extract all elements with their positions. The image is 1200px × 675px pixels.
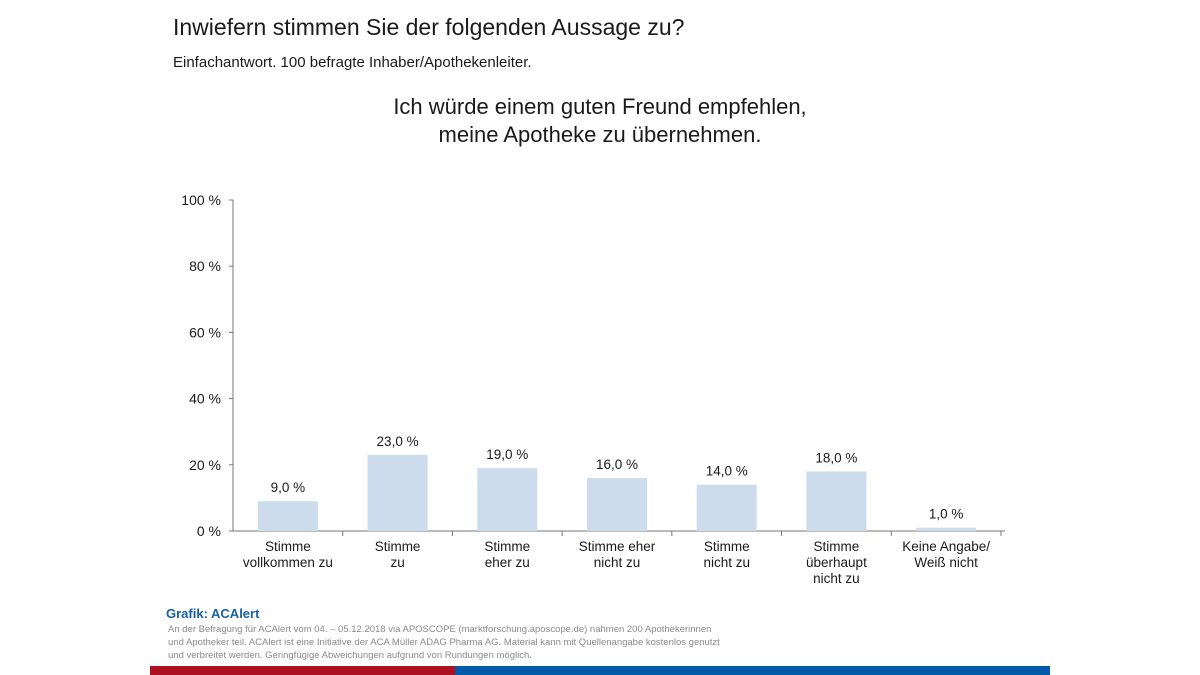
y-tick-label: 40 % bbox=[189, 391, 221, 407]
source-label: Grafik: ACAlert bbox=[166, 606, 260, 621]
page-subtitle: Einfachantwort. 100 befragte Inhaber/Apo… bbox=[173, 54, 532, 71]
bar bbox=[257, 501, 318, 531]
bar bbox=[916, 527, 977, 531]
bar bbox=[367, 454, 428, 531]
chart-title-line: meine Apotheke zu übernehmen. bbox=[438, 122, 762, 147]
x-tick-label: Stimme bbox=[265, 539, 311, 554]
data-label: 23,0 % bbox=[377, 434, 419, 449]
footnote: An der Befragung für ACAlert vom 04. – 0… bbox=[168, 624, 720, 661]
y-tick-label: 60 % bbox=[189, 324, 221, 340]
x-tick-label: vollkommen zu bbox=[243, 555, 333, 570]
x-tick-label: nicht zu bbox=[703, 555, 750, 570]
x-tick-label: überhaupt bbox=[806, 555, 867, 570]
x-tick-label: nicht zu bbox=[594, 555, 641, 570]
chart-title: Ich würde einem guten Freund empfehlen, … bbox=[300, 93, 900, 149]
y-tick-label: 80 % bbox=[189, 258, 221, 274]
x-tick-label: Stimme bbox=[484, 539, 530, 554]
x-tick-label: Stimme eher bbox=[579, 539, 656, 554]
page-title: Inwiefern stimmen Sie der folgenden Auss… bbox=[173, 14, 685, 40]
footer-red-stripe bbox=[150, 666, 455, 675]
x-tick-label: Keine Angabe/ bbox=[902, 539, 990, 554]
x-tick-label: Stimme bbox=[375, 539, 421, 554]
bar bbox=[587, 478, 647, 531]
footer-blue-stripe bbox=[455, 666, 1050, 675]
data-label: 9,0 % bbox=[271, 480, 306, 495]
data-label: 18,0 % bbox=[815, 450, 857, 465]
data-label: 16,0 % bbox=[596, 457, 638, 472]
x-tick-label: eher zu bbox=[485, 555, 530, 570]
data-label: 14,0 % bbox=[706, 464, 748, 479]
data-label: 1,0 % bbox=[929, 507, 964, 522]
x-tick-label: Weiß nicht bbox=[914, 555, 978, 570]
data-label: 19,0 % bbox=[486, 447, 528, 462]
y-tick-label: 0 % bbox=[197, 523, 221, 539]
x-tick-label: zu bbox=[390, 555, 404, 570]
bar bbox=[806, 471, 867, 531]
bar bbox=[696, 484, 757, 531]
bar bbox=[477, 468, 538, 531]
y-tick-label: 20 % bbox=[189, 457, 221, 473]
y-tick-label: 100 % bbox=[181, 192, 221, 208]
chart-title-line: Ich würde einem guten Freund empfehlen, bbox=[393, 94, 807, 119]
x-tick-label: Stimme bbox=[814, 539, 860, 554]
x-tick-label: Stimme bbox=[704, 539, 750, 554]
x-tick-label: nicht zu bbox=[813, 571, 860, 586]
